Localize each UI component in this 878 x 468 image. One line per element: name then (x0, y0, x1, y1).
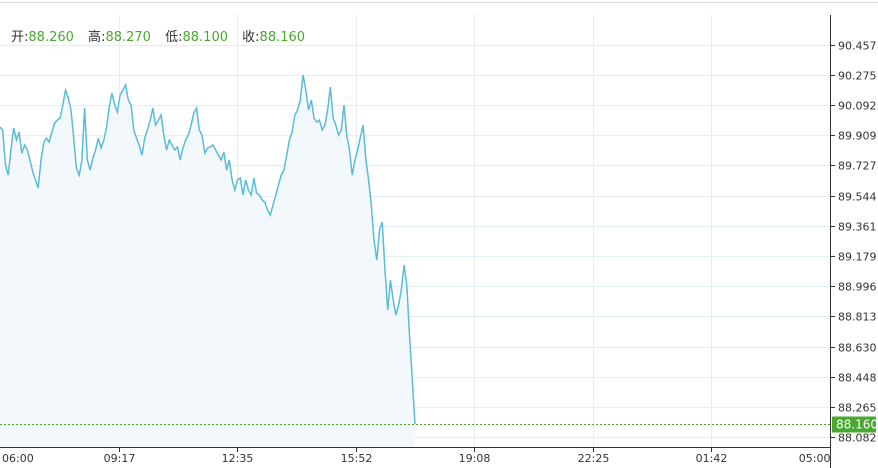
x-tick-label: 19:08 (459, 452, 491, 465)
current-price-box (832, 416, 876, 433)
y-tick-label: 89.544 (838, 191, 877, 204)
ohlc-header: 开:88.260 高:88.270 低:88.100 收:88.160 (11, 26, 315, 45)
y-tick-label: 88.448 (838, 372, 877, 385)
y-tick-label: 88.996 (838, 281, 877, 294)
y-tick-label: 88.265 (838, 402, 877, 415)
open-field: 开:88.260 (11, 30, 74, 45)
y-tick-label: 88.630 (838, 342, 877, 355)
x-tick-label: 15:52 (341, 452, 373, 465)
y-axis: 90.457 90.275 90.092 89.909 89.727 89.544 89.3… (830, 40, 877, 445)
y-tick-label: 90.457 (838, 40, 877, 53)
x-tick-label: 05:00 (799, 452, 831, 465)
x-tick-label: 06:00 (2, 452, 34, 465)
y-tick-label: 89.361 (838, 221, 877, 234)
price-area-fill (0, 75, 415, 447)
y-tick-label: 90.275 (838, 70, 877, 83)
y-tick-label: 90.092 (838, 100, 877, 113)
close-value: 88.160 (259, 30, 306, 45)
close-label: 收 (242, 30, 256, 45)
x-tick-label: 01:42 (696, 452, 728, 465)
close-field: 收:88.160 (242, 30, 306, 45)
y-tick-label: 89.727 (838, 160, 877, 173)
current-price-badge: 88.160 (832, 416, 878, 433)
high-value: 88.270 (105, 30, 151, 45)
current-price-label: 88.160 (836, 418, 878, 432)
price-line (0, 74, 416, 425)
x-tick-label: 22:25 (578, 452, 610, 465)
y-tick-label: 88.082 (838, 432, 877, 445)
high-field: 高:88.270 (88, 30, 151, 45)
open-value: 88.260 (28, 30, 74, 45)
high-label: 高 (88, 30, 102, 45)
y-tick-label: 89.909 (838, 130, 877, 143)
x-tick-label: 09:17 (104, 452, 136, 465)
low-value: 88.100 (182, 30, 229, 45)
y-tick-label: 88.813 (838, 311, 877, 324)
open-label: 开 (11, 30, 25, 45)
x-axis: 06:00 09:17 12:35 15:52 19:08 22:25 01:42 05:00 (2, 447, 831, 465)
low-field: 低:88.100 (165, 30, 228, 45)
low-label: 低 (165, 30, 179, 45)
x-tick-label: 12:35 (222, 452, 254, 465)
y-tick-label: 89.179 (838, 251, 877, 264)
